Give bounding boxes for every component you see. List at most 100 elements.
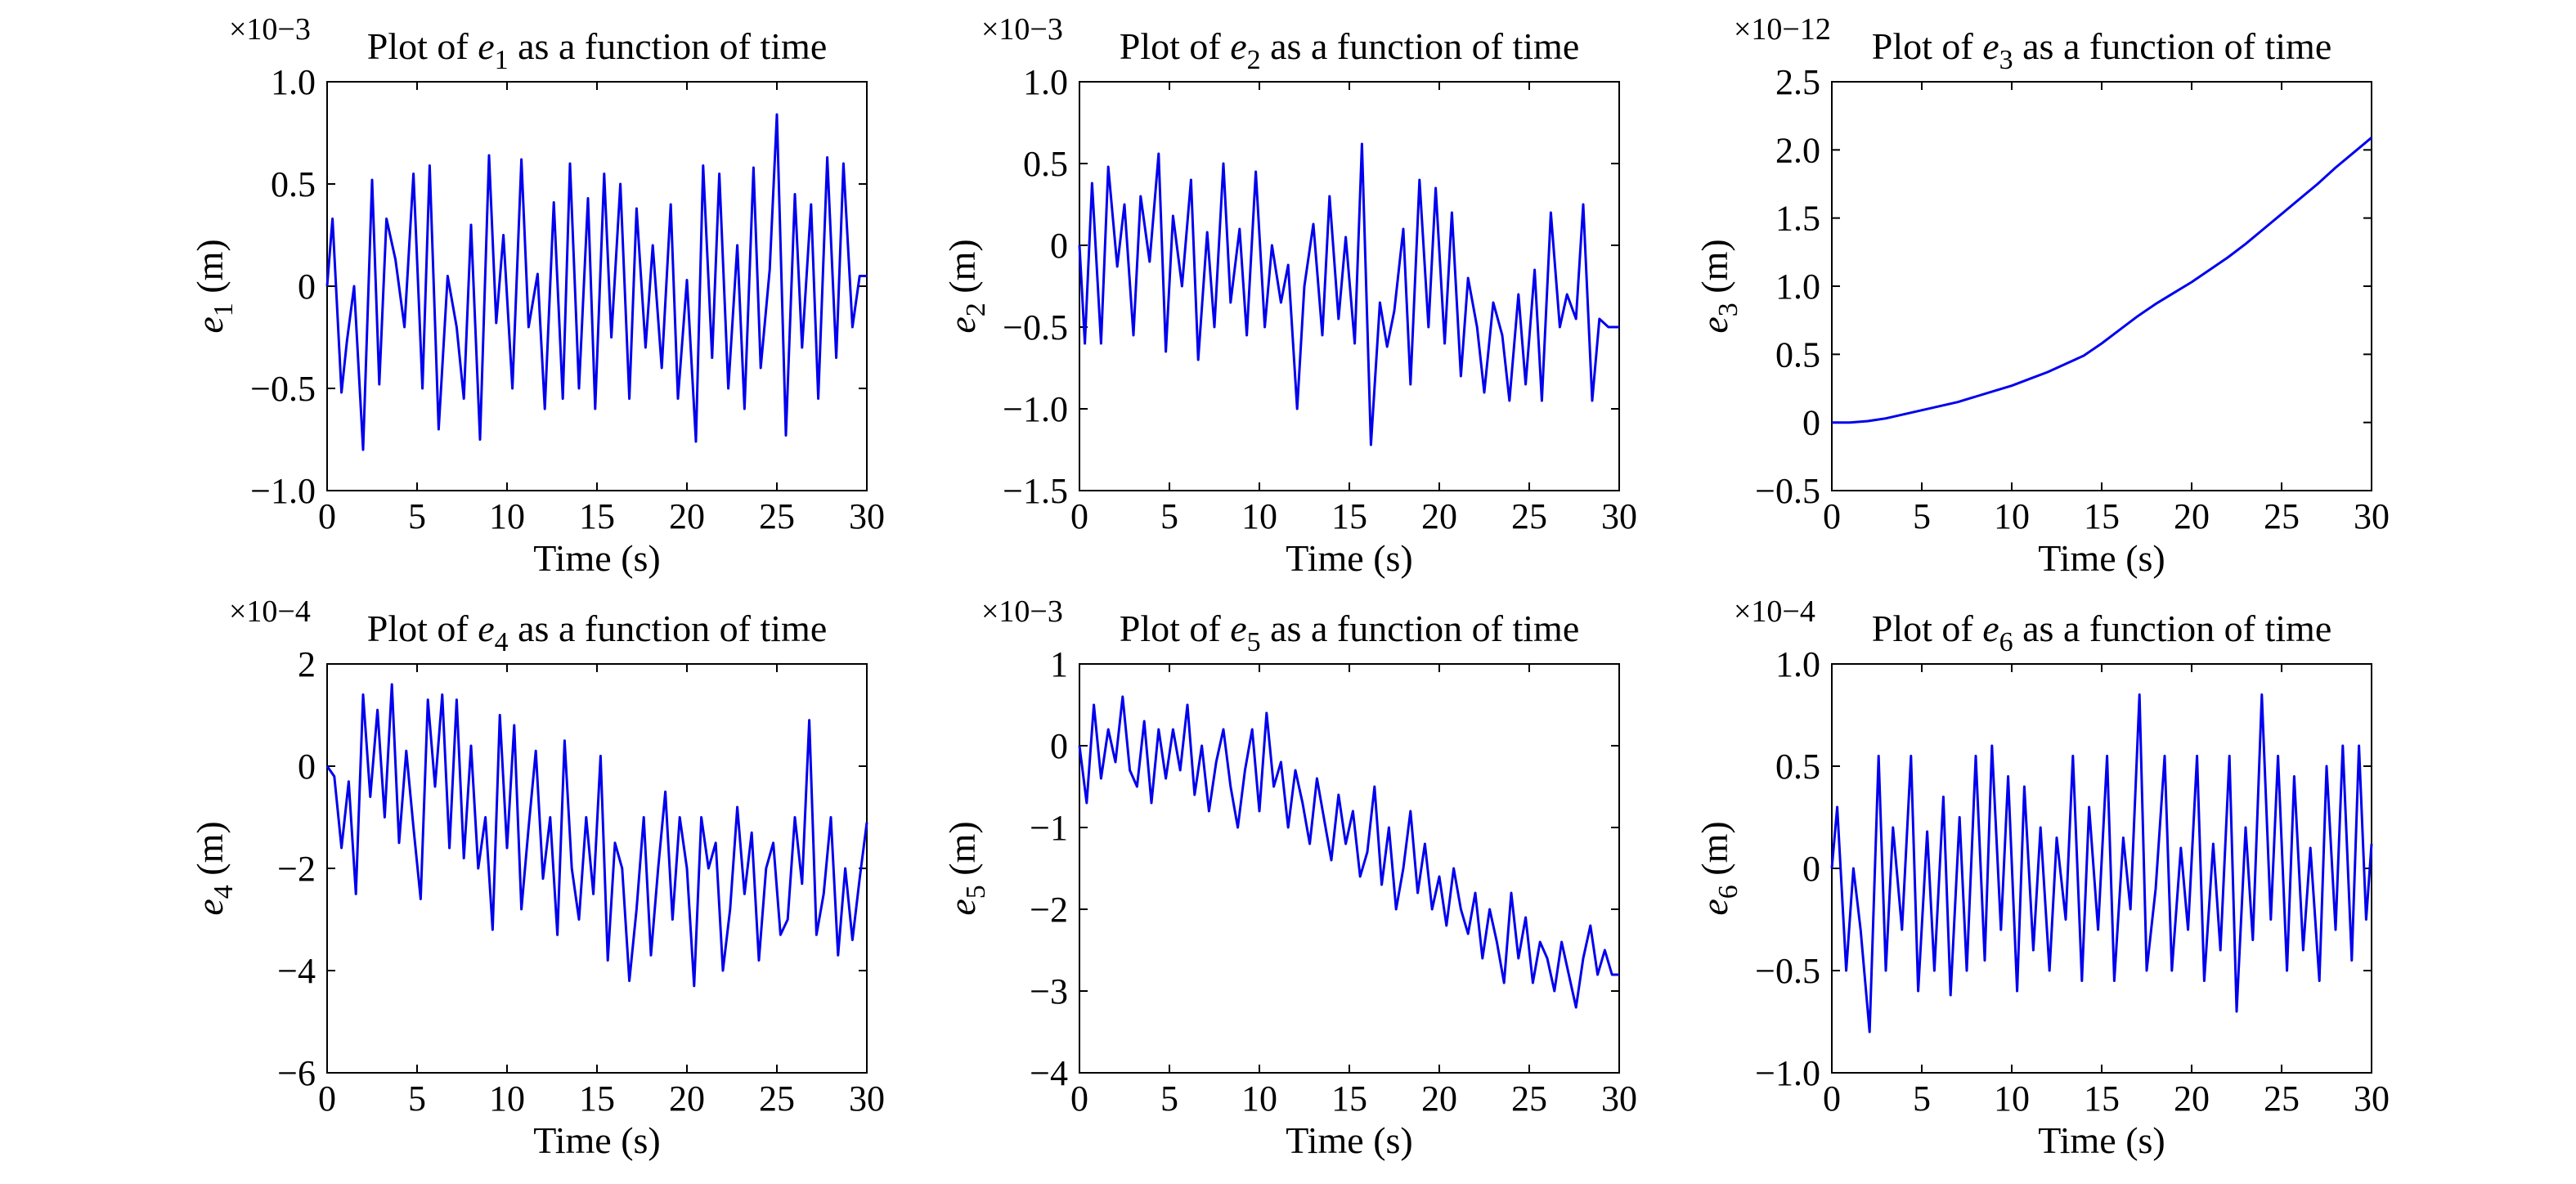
x-tick-label: 25 <box>759 1079 795 1119</box>
subplot-title: Plot of e5 as a function of time <box>1120 608 1580 657</box>
y-tick-label: 0 <box>1802 403 1820 443</box>
y-axis-label-subscript: 5 <box>961 885 991 899</box>
title-suffix: as a function of time <box>509 608 828 649</box>
subplot-title: Plot of e2 as a function of time <box>1120 25 1580 75</box>
title-suffix: as a function of time <box>2013 608 2332 649</box>
y-axis-label: e3 (m) <box>1694 239 1744 333</box>
title-subscript: 3 <box>1999 45 2013 75</box>
y-tick-label: −0.5 <box>1755 951 1820 991</box>
y-tick-label: 1.0 <box>271 62 316 102</box>
title-prefix: Plot of <box>367 25 478 67</box>
title-symbol: e <box>478 608 494 649</box>
x-tick-label: 5 <box>408 1079 426 1119</box>
y-tick-label: 0.5 <box>1775 747 1820 787</box>
x-tick-label: 10 <box>1241 496 1277 536</box>
y-axis-label-unit: (m) <box>189 239 231 303</box>
y-tick-label: 2 <box>298 644 316 684</box>
x-tick-label: 30 <box>2354 1079 2390 1119</box>
y-tick-label: −1 <box>1030 808 1068 848</box>
y-axis-label-unit: (m) <box>1694 821 1735 885</box>
subplot-title: Plot of e4 as a function of time <box>367 608 828 657</box>
title-prefix: Plot of <box>367 608 478 649</box>
y-axis-label-symbol: e <box>1694 316 1735 333</box>
x-tick-label: 25 <box>2264 1079 2300 1119</box>
y-tick-label: −0.5 <box>1755 471 1820 511</box>
y-axis-label: e2 (m) <box>941 239 991 333</box>
y-tick-label: 1.0 <box>1775 644 1820 684</box>
x-axis-label: Time (s) <box>2038 1119 2165 1161</box>
x-tick-label: 25 <box>759 496 795 536</box>
x-tick-label: 5 <box>1160 496 1178 536</box>
title-prefix: Plot of <box>1872 25 1982 67</box>
x-tick-label: 0 <box>1070 1079 1088 1119</box>
subplot-title: Plot of e6 as a function of time <box>1872 608 2332 657</box>
x-tick-label: 0 <box>1823 1079 1841 1119</box>
x-axis-label: Time (s) <box>1286 537 1413 579</box>
y-axis-label-subscript: 3 <box>1713 303 1744 316</box>
y-tick-label: 1.0 <box>1023 62 1068 102</box>
y-axis-label-subscript: 1 <box>209 303 239 316</box>
x-tick-label: 5 <box>408 496 426 536</box>
y-axis-label-symbol: e <box>941 899 983 915</box>
x-tick-label: 10 <box>489 496 525 536</box>
y-axis-label-subscript: 2 <box>961 303 991 316</box>
y-tick-label: −4 <box>277 951 316 991</box>
y-axis-label-symbol: e <box>941 316 983 333</box>
y-axis-label-symbol: e <box>1694 899 1735 915</box>
title-symbol: e <box>1982 608 1999 649</box>
series-line-1 <box>1078 142 1619 446</box>
x-axis-label: Time (s) <box>533 537 661 579</box>
subplot-2: 0 5 10 15 20 25 30 −1.5 −1.0 −0.5 0 0.5 1.0 Time (s) e… <box>941 12 1637 579</box>
x-tick-label: 15 <box>1331 1079 1367 1119</box>
y-tick-label: 1 <box>1050 644 1068 684</box>
y-tick-label: −3 <box>1030 971 1068 1011</box>
y-tick-label: −2 <box>277 849 316 889</box>
x-tick-label: 15 <box>1331 496 1367 536</box>
y-tick-label: 2.5 <box>1775 62 1820 102</box>
y-tick-label: 1.5 <box>1775 199 1820 239</box>
y-axis-label-subscript: 6 <box>1713 885 1744 899</box>
title-subscript: 4 <box>495 627 509 657</box>
title-symbol: e <box>1230 608 1246 649</box>
y-axis-label-unit: (m) <box>941 239 983 303</box>
y-tick-label: 0 <box>298 267 316 307</box>
x-tick-label: 5 <box>1913 496 1931 536</box>
y-multiplier-label: ×10−3 <box>981 12 1063 47</box>
x-tick-label: 25 <box>2264 496 2300 536</box>
x-tick-label: 15 <box>2084 1079 2120 1119</box>
x-tick-label: 0 <box>318 496 336 536</box>
y-tick-label: 1.0 <box>1775 267 1820 307</box>
series-line-1 <box>1078 695 1619 1009</box>
y-tick-label: −1.5 <box>1003 471 1068 511</box>
y-tick-label: 0.5 <box>1775 334 1820 374</box>
title-symbol: e <box>1230 25 1246 67</box>
y-tick-label: −0.5 <box>1003 307 1068 348</box>
series-line-1 <box>325 113 867 451</box>
x-tick-label: 25 <box>1511 1079 1547 1119</box>
x-tick-label: 15 <box>2084 496 2120 536</box>
title-prefix: Plot of <box>1872 608 1982 649</box>
series-line-1 <box>325 683 868 988</box>
x-tick-label: 10 <box>1994 1079 2030 1119</box>
x-tick-label: 10 <box>1994 496 2030 536</box>
x-tick-label: 20 <box>1421 1079 1457 1119</box>
x-tick-label: 0 <box>1823 496 1841 536</box>
x-tick-label: 20 <box>1421 496 1457 536</box>
y-axis-label-unit: (m) <box>189 821 231 885</box>
y-tick-label: −1.0 <box>1755 1053 1820 1093</box>
title-suffix: as a function of time <box>1261 25 1580 67</box>
x-tick-label: 25 <box>1511 496 1547 536</box>
x-tick-label: 15 <box>579 496 615 536</box>
y-axis-label-symbol: e <box>189 316 231 333</box>
x-tick-label: 10 <box>1241 1079 1277 1119</box>
subplot-title: Plot of e3 as a function of time <box>1872 25 2332 75</box>
x-tick-label: 0 <box>1070 496 1088 536</box>
subplot-title: Plot of e1 as a function of time <box>367 25 828 75</box>
y-tick-label: 0.5 <box>271 164 316 204</box>
title-suffix: as a function of time <box>509 25 828 67</box>
y-tick-label: −6 <box>277 1053 316 1093</box>
